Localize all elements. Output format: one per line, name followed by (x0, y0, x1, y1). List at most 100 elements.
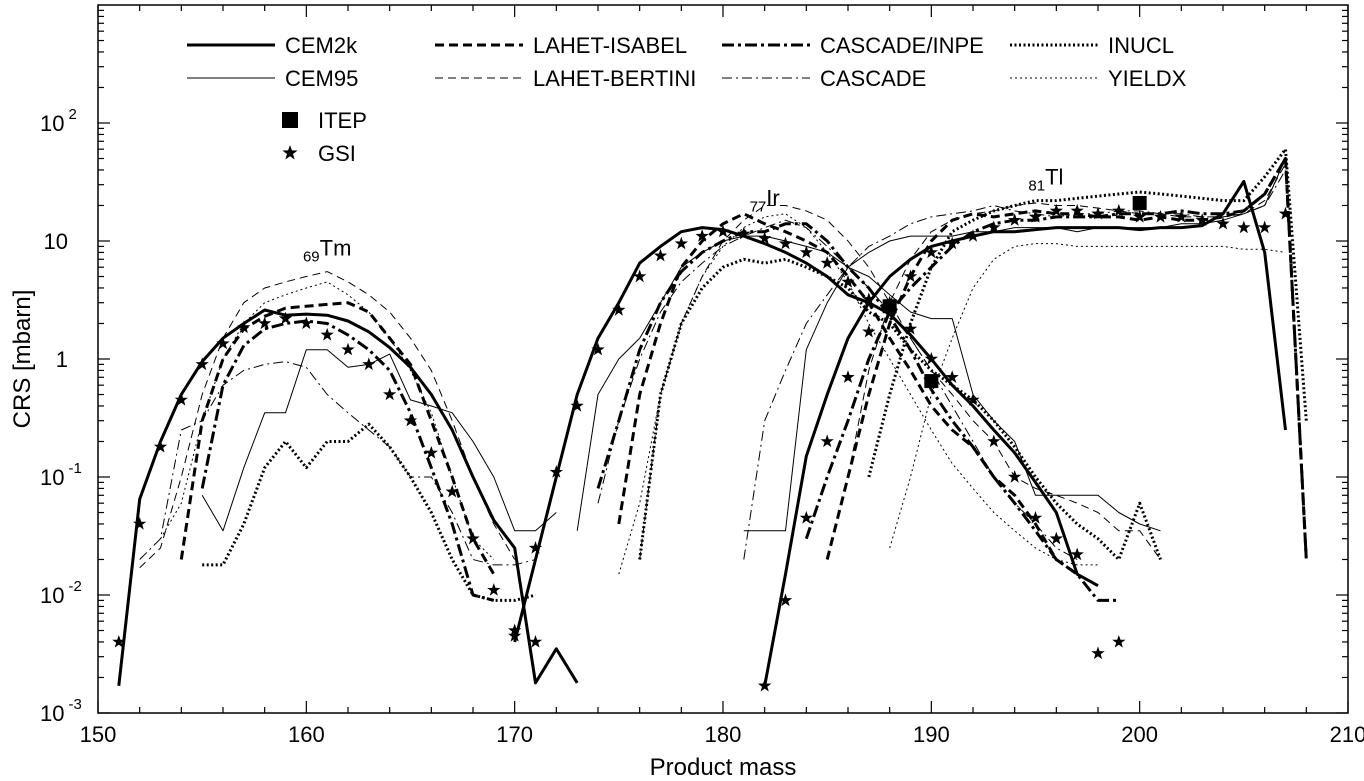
legend-label: ITEP (318, 108, 367, 133)
series-line (576, 235, 1161, 532)
y-tick-label: 10 -3 (40, 696, 82, 726)
gsi-marker (1153, 209, 1168, 223)
gsi-marker (112, 635, 126, 648)
gsi-marker (445, 484, 459, 498)
gsi-marker (966, 392, 980, 406)
series-lahet-bertini (139, 163, 1286, 569)
y-tick-exponent: -2 (68, 578, 81, 595)
y-tick-label: 10 (44, 229, 68, 254)
series-layer (117, 147, 1308, 687)
series-line (847, 163, 1286, 478)
gsi-marker (841, 274, 855, 288)
legend-label: GSI (318, 141, 356, 166)
gsi-marker (1091, 206, 1105, 220)
gsi-marker (1049, 531, 1063, 545)
gsi-marker (1008, 470, 1022, 483)
legend-itep-marker (282, 112, 298, 128)
gsi-marker (508, 628, 522, 642)
nucleus-label: 81Tl (1028, 165, 1063, 195)
y-tick-exponent: -1 (68, 460, 81, 477)
gsi-marker (862, 324, 876, 338)
series-line (617, 212, 1079, 576)
gsi-marker (653, 248, 668, 262)
gsi-marker (487, 583, 501, 596)
nucleus-symbol: Tm (320, 236, 352, 261)
series-line (200, 319, 495, 602)
gsi-marker (862, 292, 876, 306)
gsi-marker (903, 269, 918, 283)
series-yieldx (160, 213, 1286, 575)
gsi-marker (1237, 220, 1251, 234)
gsi-marker (133, 517, 147, 530)
series-line (889, 243, 1286, 549)
gsi-marker (820, 256, 834, 269)
gsi-marker (966, 229, 980, 242)
series-line (160, 281, 495, 560)
gsi-marker (987, 434, 1001, 448)
gsi-marker (612, 303, 626, 316)
gsi-marker (237, 320, 251, 334)
series-line (763, 179, 1287, 687)
gsi-marker (883, 295, 897, 309)
y-tick-base: 10 (40, 583, 64, 608)
gsi-marker (1070, 203, 1084, 217)
nucleus-label: 69Tm (303, 236, 351, 266)
gsi-marker (758, 678, 772, 692)
gsi-marker (987, 220, 1001, 234)
gsi-marker (216, 336, 230, 350)
legend-gsi-marker (282, 145, 298, 160)
nucleus-annotations: 69Tm 77Ir 81Tl (303, 165, 1063, 266)
itep-marker (1132, 195, 1147, 210)
gsi-marker (403, 413, 418, 427)
legend-label: CASCADE (820, 66, 926, 91)
gsi-marker (549, 465, 563, 478)
nucleus-symbol: Ir (766, 185, 779, 210)
y-axis-title: CRS [mbarn] (9, 290, 36, 429)
x-tick-label: 190 (913, 722, 950, 747)
series-line (743, 169, 1286, 560)
x-tick-labels: 150 160 170 180 190 200 210 (80, 722, 1364, 747)
gsi-marker (1028, 510, 1043, 524)
marker-layer (112, 195, 1293, 692)
gsi-marker (570, 399, 584, 412)
series-line (513, 226, 1099, 643)
y-tick-label: 1 (56, 347, 68, 372)
gsi-marker (778, 236, 793, 250)
legend-label: INUCL (1108, 33, 1174, 58)
gsi-marker (799, 510, 813, 524)
gsi-marker (674, 236, 688, 250)
gsi-marker (362, 357, 376, 371)
series-line (179, 301, 496, 575)
series-cem2k (117, 179, 1287, 687)
legend-label: LAHET-BERTINI (533, 66, 696, 91)
y-tick-label: 10 -1 (40, 460, 82, 490)
series-lahet-isabel (179, 157, 1308, 576)
gsi-marker (591, 342, 605, 356)
y-tick-label: 10 2 (40, 106, 77, 136)
nucleus-proton-number: 69 (303, 249, 320, 266)
series-line (638, 257, 1162, 561)
series-inucl (202, 147, 1308, 602)
x-tick-label: 170 (496, 722, 533, 747)
y-tick-base: 10 (40, 465, 64, 490)
gsi-marker (778, 593, 793, 607)
nucleus-label: 77Ir (750, 185, 780, 215)
legend-label: LAHET-ISABEL (533, 33, 687, 58)
gsi-marker (1112, 635, 1126, 648)
gsi-marker (278, 311, 293, 325)
y-tick-base: 10 (40, 111, 64, 136)
x-axis-title: Product mass (650, 754, 797, 781)
gsi-marker (299, 316, 313, 330)
gsi-marker (1070, 547, 1084, 561)
gsi-marker (1258, 220, 1272, 234)
gsi-marker (633, 269, 647, 283)
gsi-marker (1028, 209, 1043, 223)
gsi-marker (924, 245, 938, 259)
gsi-marker (716, 224, 730, 238)
gsi-marker (258, 316, 272, 330)
itep-marker (924, 374, 939, 389)
gsi-marker (466, 531, 480, 545)
gsi-marker (1216, 216, 1230, 230)
